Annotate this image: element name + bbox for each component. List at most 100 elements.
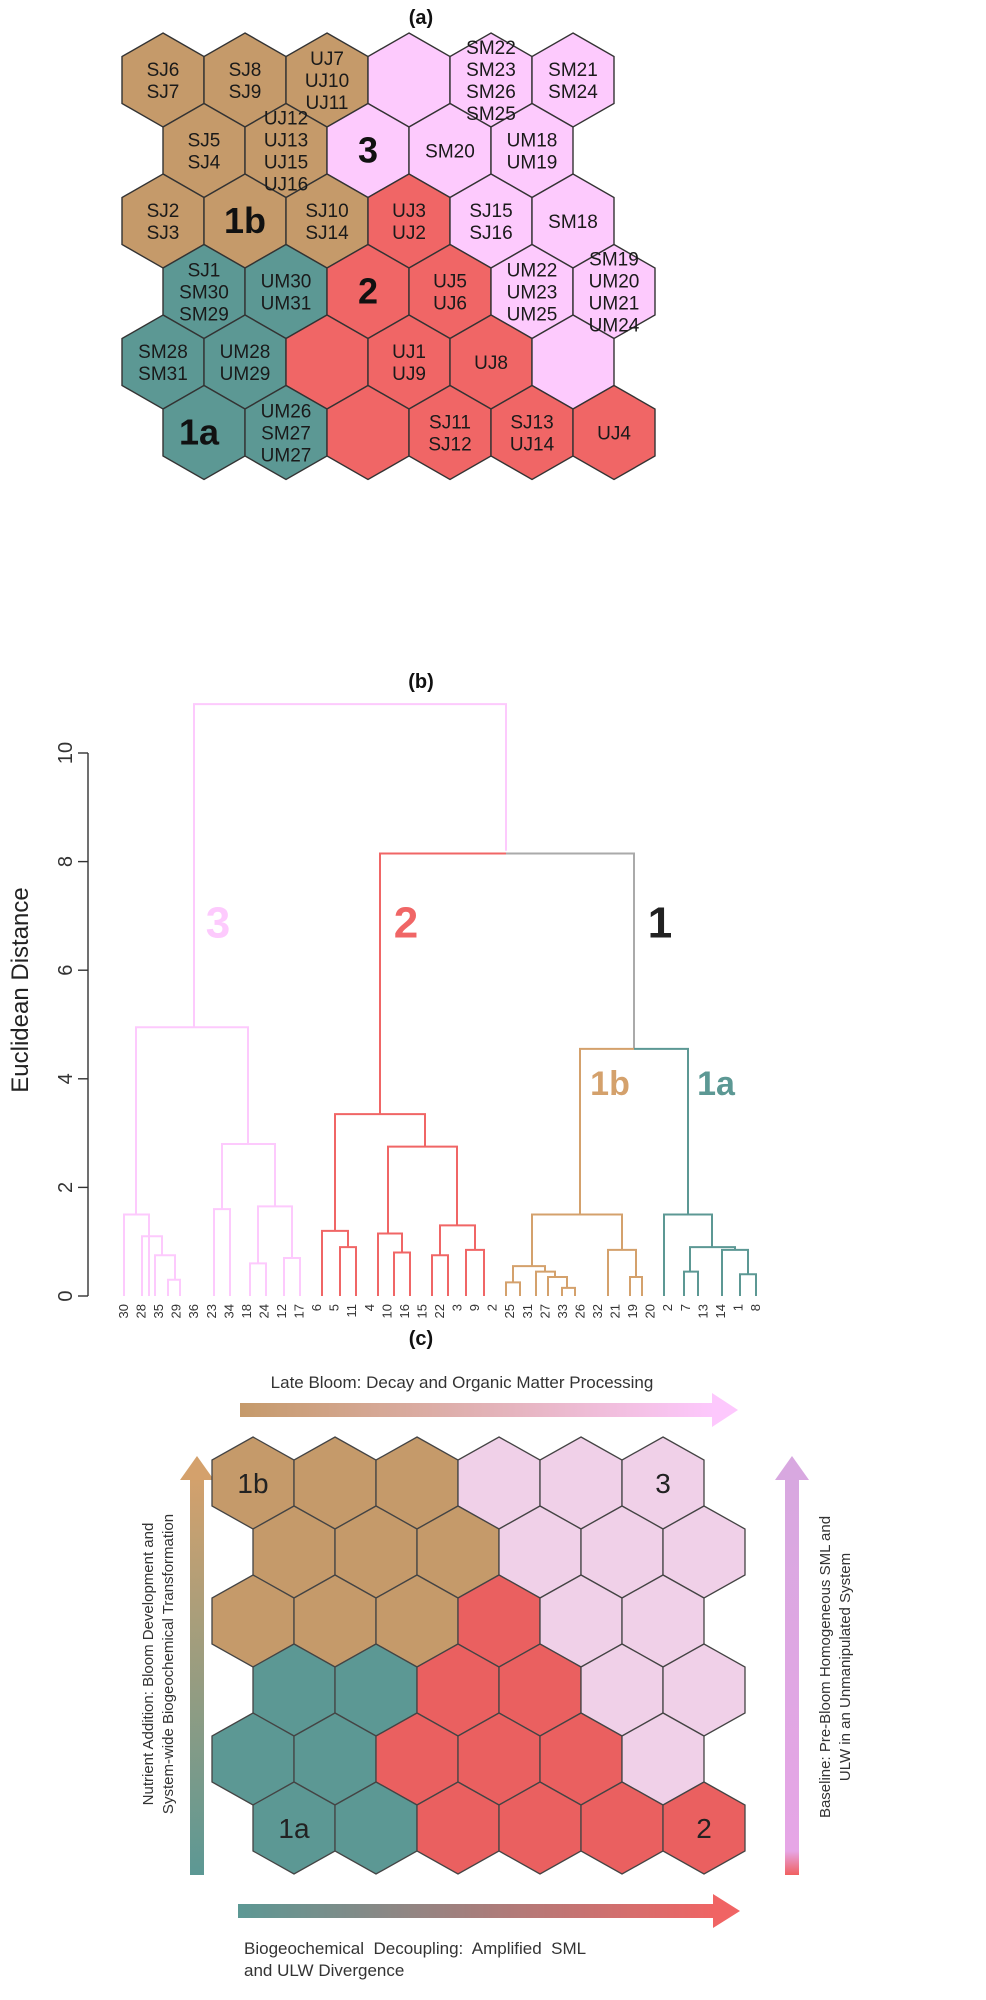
dendrogram-link <box>123 1213 150 1296</box>
dendrogram-link <box>547 1275 568 1296</box>
sample-label: SM19 <box>589 250 639 271</box>
leaf-label: 4 <box>362 1304 377 1311</box>
leaf-label: 32 <box>590 1304 605 1318</box>
leaf-label: 30 <box>116 1304 131 1318</box>
leaf-label: 9 <box>467 1304 482 1311</box>
sample-label: SJ6 <box>147 60 180 81</box>
leaf-label: 1 <box>730 1304 745 1311</box>
sample-label: UM21 <box>589 294 640 315</box>
sample-label: UJ2 <box>392 223 426 244</box>
leaf-label: 24 <box>256 1304 271 1318</box>
sample-label: SM25 <box>466 104 516 125</box>
sample-label: SJ11 <box>429 413 471 434</box>
panel-c-som-map: 1b 3 1a 2 <box>211 1436 746 1875</box>
leaf-label: 23 <box>204 1304 219 1318</box>
sample-label: SJ2 <box>147 201 180 222</box>
sample-label: SM22 <box>466 38 516 59</box>
dendrogram-cluster-label: 2 <box>394 899 418 948</box>
sample-label: SM31 <box>138 364 188 385</box>
leaf-label: 19 <box>625 1304 640 1318</box>
sample-label: SJ5 <box>188 131 221 152</box>
leaf-label: 35 <box>151 1304 166 1318</box>
leaf-label: 3 <box>450 1304 465 1311</box>
y-tick-label: 4 <box>55 1073 77 1084</box>
dendrogram-link <box>607 1248 637 1296</box>
dendrogram-cluster-label: 1b <box>590 1065 630 1103</box>
dendrogram-link <box>683 1270 699 1296</box>
leaf-label: 28 <box>134 1304 149 1318</box>
sample-label: SJ16 <box>469 223 512 244</box>
sample-label: SJ3 <box>147 223 180 244</box>
dendrogram-link <box>377 1232 403 1296</box>
y-tick-label: 8 <box>55 856 77 867</box>
dendrogram-link <box>439 1224 476 1256</box>
sample-label: UM18 <box>507 131 558 152</box>
sample-label: UM27 <box>261 446 312 467</box>
sample-label: SM18 <box>548 212 598 233</box>
dendrogram-link <box>721 1248 749 1296</box>
bottom-arrow-text-1: Biogeochemical Decoupling: Amplified SML <box>244 1939 586 1958</box>
leaf-label: 33 <box>555 1304 570 1318</box>
sample-label: SJ13 <box>510 413 553 434</box>
sample-label: SJ7 <box>147 82 180 103</box>
sample-label: UM22 <box>507 261 558 282</box>
leaf-label: 2 <box>660 1304 675 1311</box>
sample-label: UJ10 <box>305 71 349 92</box>
sample-label: UJ16 <box>264 175 308 196</box>
sample-label: SM30 <box>179 283 229 304</box>
leaf-label: 10 <box>379 1304 394 1318</box>
dendrogram-cluster-label: 1 <box>648 899 672 948</box>
dendrogram-link <box>531 1213 623 1267</box>
sample-label: UM19 <box>507 153 558 174</box>
sample-label: UJ4 <box>597 424 631 445</box>
leaf-label: 22 <box>432 1304 447 1318</box>
cell-cluster-label: 1b <box>237 1468 268 1499</box>
som-cell <box>662 1781 746 1875</box>
dendrogram-link <box>739 1273 757 1296</box>
dendrogram-link <box>154 1254 176 1296</box>
panel-b-label: (b) <box>408 671 434 693</box>
sample-label: SJ10 <box>305 201 348 222</box>
som-cell <box>572 384 656 481</box>
sample-label: UJ9 <box>392 364 426 385</box>
dendrogram-link <box>506 852 635 1049</box>
leaf-label: 2 <box>485 1304 500 1311</box>
sample-label: SJ8 <box>229 60 262 81</box>
sample-label: SM23 <box>466 60 516 81</box>
bottom-arrow <box>238 1894 740 1928</box>
sample-label: UJ5 <box>433 272 467 293</box>
y-tick-label: 2 <box>55 1182 77 1193</box>
leaf-label: 7 <box>678 1304 693 1311</box>
leaf-label: 25 <box>502 1304 517 1318</box>
leaf-label: 16 <box>397 1304 412 1318</box>
dendrogram-link <box>283 1256 301 1296</box>
left-arrow-text-1: Nutrient Addition: Bloom Development and <box>140 1523 157 1806</box>
sample-label: SM24 <box>548 82 598 103</box>
sample-label: UM26 <box>261 402 312 423</box>
sample-label: UM29 <box>220 364 271 385</box>
leaf-label: 20 <box>643 1304 658 1318</box>
dendrogram-link <box>535 1270 556 1296</box>
sample-label: SM29 <box>179 305 229 326</box>
dendrogram-link <box>321 1229 349 1296</box>
y-axis-label: Euclidean Distance <box>7 887 34 1092</box>
y-tick-label: 6 <box>55 965 77 976</box>
sample-label: UJ1 <box>392 342 426 363</box>
sample-label: UJ6 <box>433 294 467 315</box>
right-arrow-text-2: ULW in an Unmanipulated System <box>837 1553 854 1781</box>
sample-label: UJ15 <box>264 153 308 174</box>
leaf-label: 14 <box>713 1304 728 1318</box>
leaf-label: 6 <box>309 1304 324 1311</box>
leaf-label: 36 <box>186 1304 201 1318</box>
sample-label: SJ9 <box>229 82 262 103</box>
dendrogram-link <box>431 1254 449 1296</box>
dendrogram-link <box>339 1246 357 1296</box>
panel-c-label: (c) <box>409 1328 433 1350</box>
sample-label: UJ13 <box>264 131 308 152</box>
leaf-label: 13 <box>695 1304 710 1318</box>
left-arrow <box>180 1456 214 1875</box>
leaf-label: 31 <box>520 1304 535 1318</box>
dendrogram-link <box>141 1235 163 1296</box>
leaf-label: 26 <box>572 1304 587 1318</box>
sample-label: UJ7 <box>310 49 344 70</box>
